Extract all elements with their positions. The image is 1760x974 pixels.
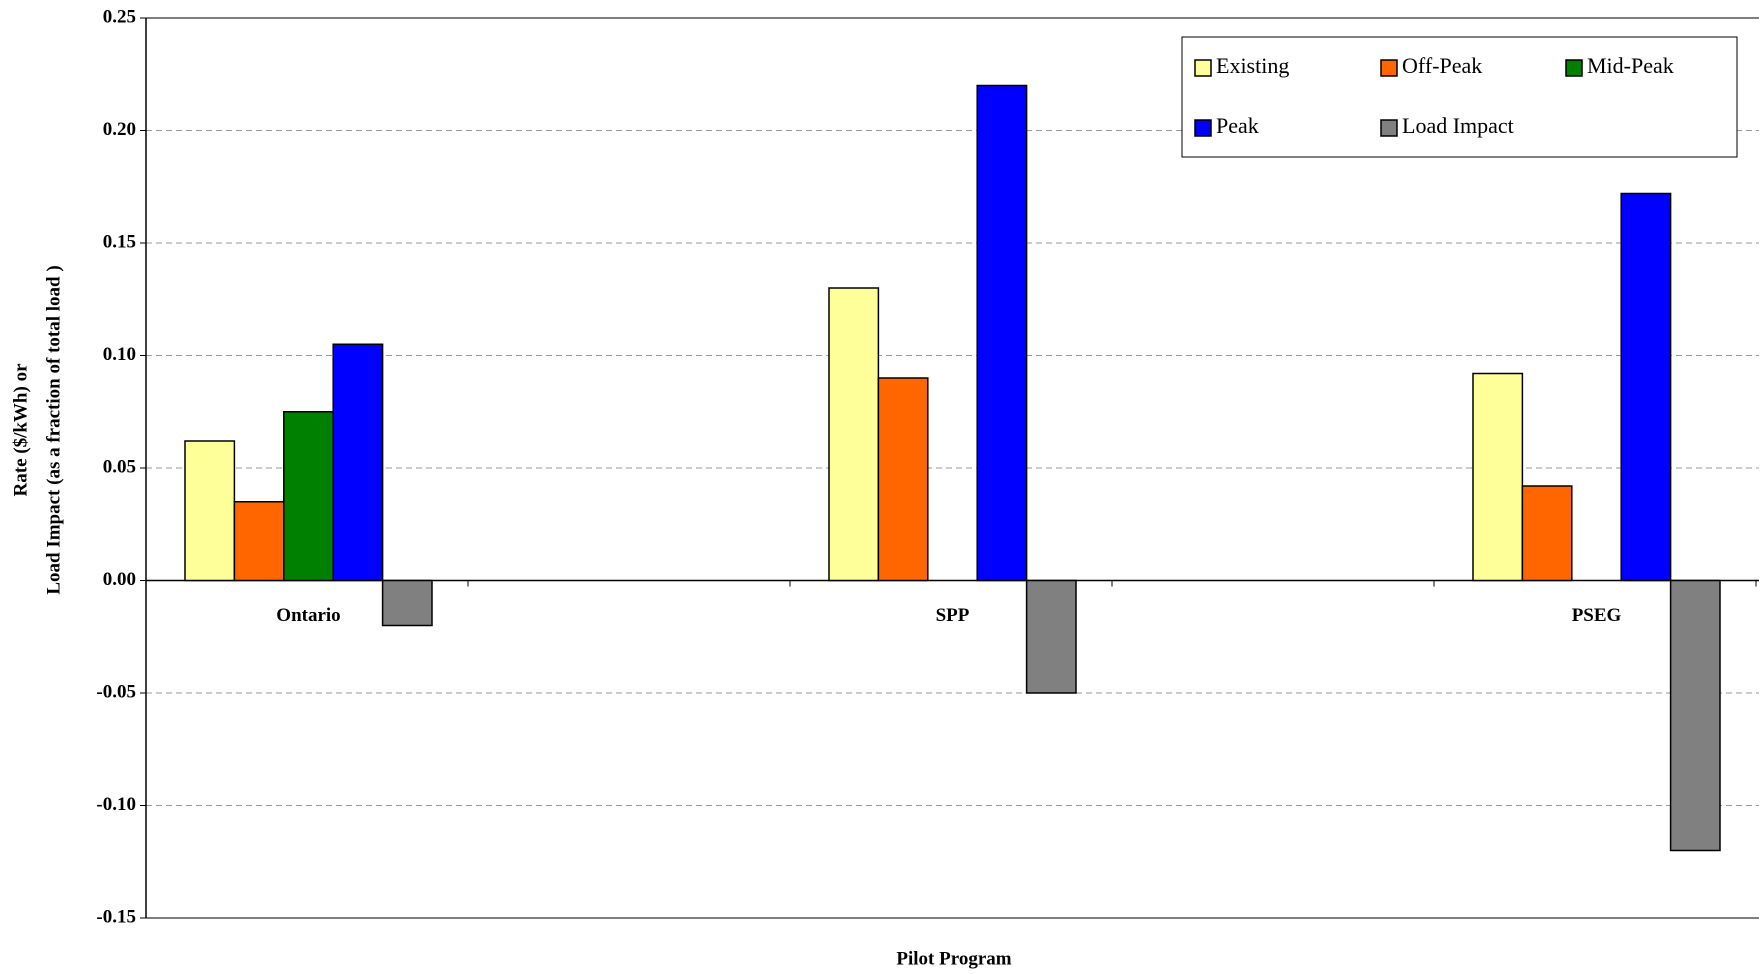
bar (1669, 579, 1721, 852)
x-tick-label: PSEG (1572, 605, 1622, 626)
y-tick-label: 0.10 (103, 344, 136, 365)
bar (283, 411, 334, 582)
legend-swatch (1194, 59, 1212, 77)
bar (828, 287, 880, 582)
legend-label: Peak (1216, 113, 1259, 138)
x-tick-label: Ontario (276, 605, 340, 626)
y-tick-label: 0.00 (103, 569, 136, 590)
y-tick-label: -0.10 (96, 794, 136, 815)
legend-swatch (1194, 119, 1212, 137)
legend-swatch (1380, 59, 1398, 77)
legend-label: Mid-Peak (1587, 53, 1674, 78)
bar (332, 343, 384, 582)
y-tick-label: -0.05 (96, 681, 136, 702)
y-tick-label: -0.15 (96, 906, 136, 927)
bar (1025, 579, 1077, 694)
legend-swatch (1380, 119, 1398, 137)
x-axis-label: Pilot Program (896, 948, 1011, 969)
bar (381, 579, 433, 627)
bar (1521, 485, 1573, 582)
y-tick-label: 0.20 (103, 119, 136, 140)
bar (184, 440, 236, 582)
y-tick-label: 0.05 (103, 456, 136, 477)
y-tick-label: 0.15 (103, 231, 136, 252)
bar (1620, 192, 1672, 582)
legend-label: Existing (1216, 53, 1289, 78)
bar (976, 84, 1028, 582)
legend-swatch (1565, 59, 1583, 77)
y-tick-label: 0.25 (103, 6, 136, 27)
bar (233, 501, 285, 582)
y-axis-label: Rate ($/kWh) or (10, 363, 31, 497)
bar (1472, 372, 1524, 582)
x-tick-label: SPP (936, 605, 970, 626)
legend-label: Off-Peak (1402, 53, 1482, 78)
legend-label: Load Impact (1402, 113, 1514, 138)
y-axis-label: Load Impact (as a fraction of total load… (43, 265, 64, 594)
legend-box (1181, 36, 1738, 158)
bar (877, 377, 929, 582)
